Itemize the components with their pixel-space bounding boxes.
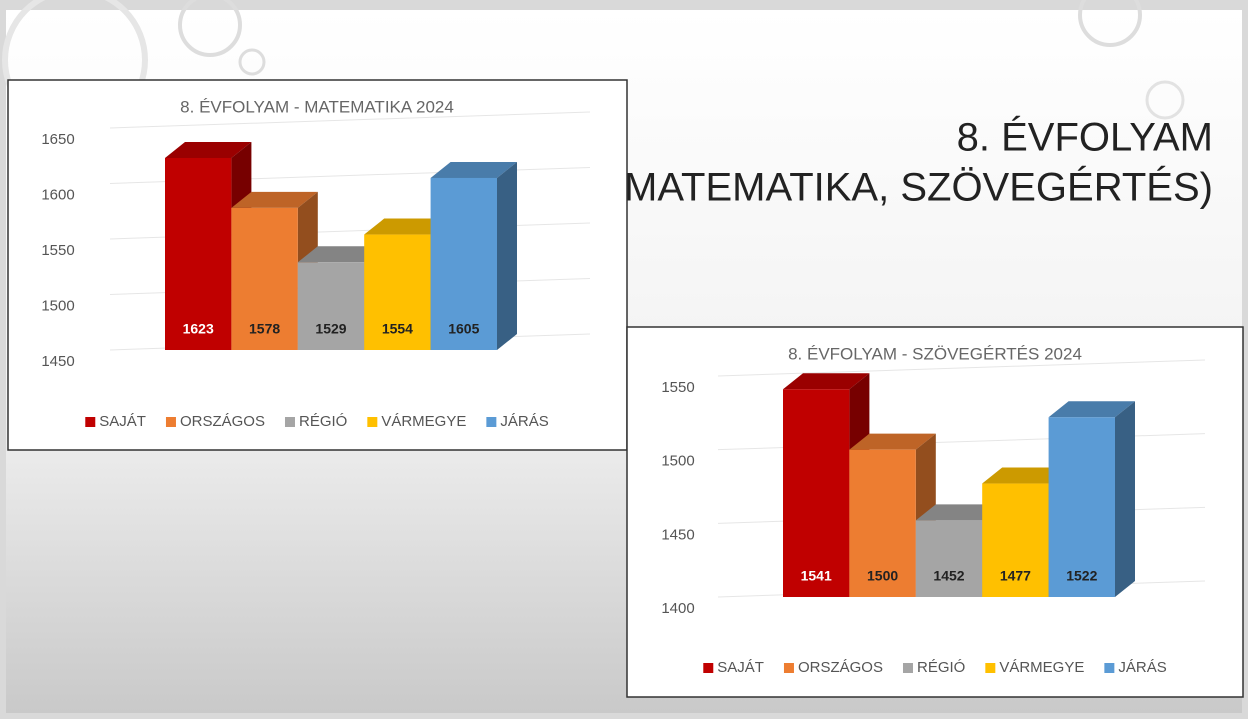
- data-label: 1500: [867, 568, 898, 584]
- legend-label: SAJÁT: [99, 413, 146, 430]
- legend-swatch: [166, 417, 176, 427]
- data-label: 1522: [1066, 568, 1097, 584]
- legend-label: JÁRÁS: [500, 413, 548, 430]
- slide: 8. ÉVFOLYAM (MATEMATIKA, SZÖVEGÉRTÉS) 8.…: [0, 0, 1248, 719]
- chart-title: 8. ÉVFOLYAM - SZÖVEGÉRTÉS 2024: [788, 344, 1082, 363]
- data-label: 1623: [183, 321, 214, 337]
- y-tick-label: 1450: [41, 353, 74, 370]
- legend-swatch: [703, 663, 713, 673]
- y-tick-label: 1500: [661, 453, 694, 470]
- bar-side: [1115, 401, 1135, 597]
- legend-label: SAJÁT: [717, 659, 764, 676]
- legend-swatch: [985, 663, 995, 673]
- legend-swatch: [784, 663, 794, 673]
- data-label: 1477: [1000, 568, 1031, 584]
- data-label: 1578: [249, 321, 280, 337]
- legend-label: VÁRMEGYE: [999, 659, 1084, 676]
- slide-title-line: 8. ÉVFOLYAM: [957, 115, 1213, 160]
- y-tick-label: 1450: [661, 526, 694, 543]
- legend-swatch: [285, 417, 295, 427]
- data-label: 1452: [933, 568, 964, 584]
- y-tick-label: 1500: [41, 297, 74, 314]
- legend-swatch: [85, 417, 95, 427]
- legend-label: VÁRMEGYE: [381, 413, 466, 430]
- bar-side: [497, 162, 517, 350]
- data-label: 1541: [801, 568, 832, 584]
- y-tick-label: 1650: [41, 131, 74, 148]
- data-label: 1554: [382, 321, 413, 337]
- data-label: 1529: [315, 321, 346, 337]
- y-tick-label: 1550: [661, 379, 694, 396]
- legend-label: ORSZÁGOS: [798, 659, 883, 676]
- legend-label: ORSZÁGOS: [180, 413, 265, 430]
- legend-label: RÉGIÓ: [917, 659, 965, 676]
- bar: [916, 520, 982, 597]
- y-tick-label: 1600: [41, 186, 74, 203]
- legend-label: JÁRÁS: [1118, 659, 1166, 676]
- legend-swatch: [486, 417, 496, 427]
- legend-swatch: [903, 663, 913, 673]
- slide-title-line: (MATEMATIKA, SZÖVEGÉRTÉS): [611, 165, 1213, 210]
- bar: [298, 262, 364, 350]
- bar: [783, 389, 849, 597]
- data-label: 1605: [448, 321, 479, 337]
- y-tick-label: 1400: [661, 600, 694, 617]
- legend-swatch: [367, 417, 377, 427]
- legend-label: RÉGIÓ: [299, 413, 347, 430]
- chart-title: 8. ÉVFOLYAM - MATEMATIKA 2024: [180, 97, 454, 116]
- legend-swatch: [1104, 663, 1114, 673]
- y-tick-label: 1550: [41, 242, 74, 259]
